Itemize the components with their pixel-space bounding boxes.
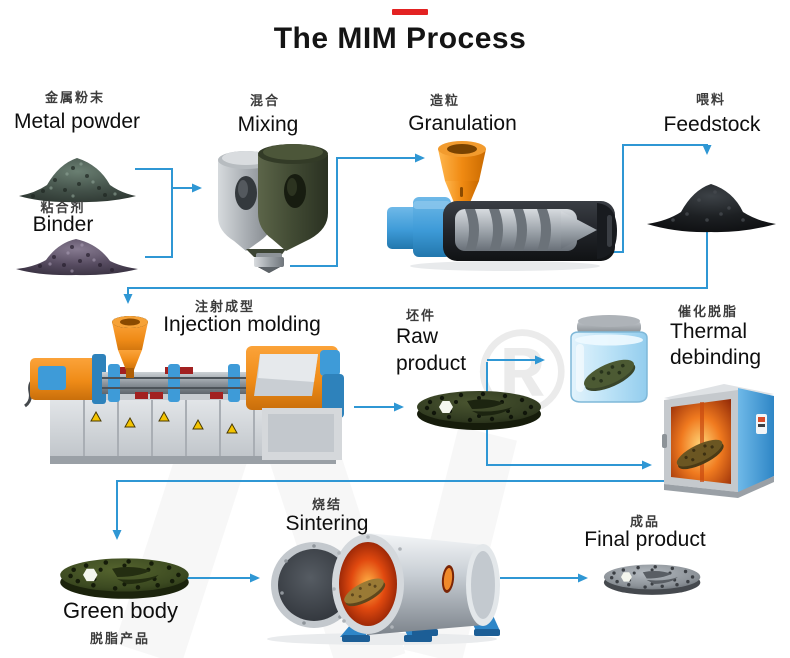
feedstock-label-zh: 喂料 [695, 92, 726, 107]
debinding-oven-illustration [662, 384, 774, 498]
injection-molding-label-en: Injection molding [163, 313, 321, 336]
sintering-label-zh: 烧结 [311, 497, 342, 512]
mixing-label-en: Mixing [237, 113, 299, 136]
final-product-label-en: Final product [584, 528, 706, 551]
binder-label-en: Binder [32, 213, 94, 236]
green-body-label-en: Green body [63, 598, 178, 623]
binder-pile-illustration [16, 239, 138, 276]
final-product-label-zh: 成品 [629, 514, 660, 529]
raw-product-label-zh: 坯件 [405, 308, 436, 323]
raw-product-label-en1: Raw [396, 325, 439, 348]
feedstock-pile-illustration [647, 184, 776, 233]
green-body-label-zh: 脱脂产品 [89, 631, 150, 646]
sintering-furnace-illustration [267, 533, 500, 645]
thermal-debinding-label-en2: debinding [670, 346, 762, 369]
title-accent-bar [392, 9, 428, 15]
thermal-debinding-label-en1: Thermal [670, 320, 748, 343]
injection-molding-machine-illustration [24, 316, 344, 464]
raw-product-disc-illustration [417, 391, 541, 430]
warning-triangle-icon [90, 410, 238, 434]
feedstock-label-en: Feedstock [663, 113, 761, 136]
granulation-extruder-illustration [387, 141, 617, 271]
mixing-label-zh: 混合 [249, 93, 280, 108]
thermal-debinding-label-zh: 催化脱脂 [677, 304, 738, 319]
metal-powder-pile-illustration [19, 158, 136, 203]
green-body-disc-illustration [60, 558, 189, 599]
metal-powder-label-zh: 金属粉末 [44, 90, 105, 105]
connector-feedstock-to-injection [123, 230, 708, 304]
connector-oven-to-greenbody [112, 480, 668, 540]
sintering-label-en: Sintering [285, 512, 369, 535]
mixing-machine-illustration [218, 144, 328, 273]
connector-granulation-to-feedstock [612, 144, 712, 253]
connector-powder-binder-join [135, 168, 173, 258]
final-product-disc-illustration [603, 564, 701, 595]
page-title: The MIM Process [273, 22, 527, 55]
binder-label-zh: 粘合剂 [40, 200, 86, 215]
debinding-jar-illustration [570, 315, 648, 403]
connector-mixing-to-granulation [290, 153, 425, 267]
granulation-label-zh: 造粒 [429, 93, 460, 108]
metal-powder-label-en: Metal powder [13, 110, 141, 133]
injection-molding-label-zh: 注射成型 [194, 299, 255, 314]
granulation-label-en: Granulation [408, 112, 517, 135]
hopper-icon [112, 316, 148, 378]
raw-product-label-en2: product [396, 352, 467, 375]
